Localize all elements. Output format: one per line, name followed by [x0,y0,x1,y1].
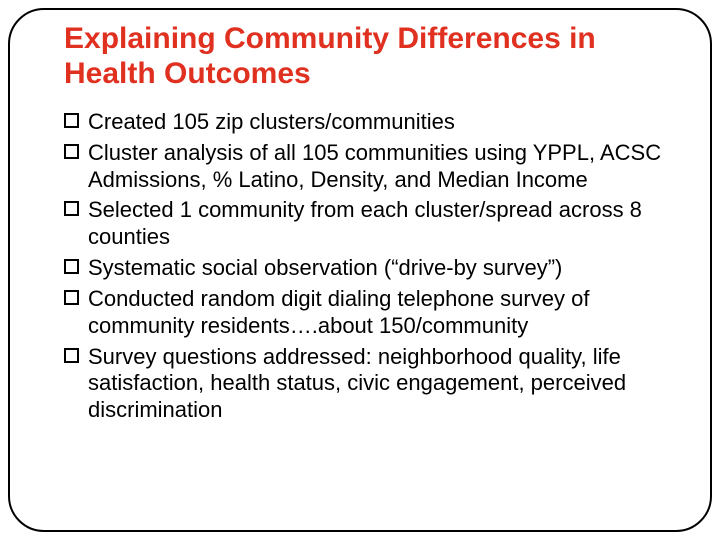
square-bullet-icon [64,113,79,128]
list-item: Survey questions addressed: neighborhood… [64,344,670,424]
square-bullet-icon [64,201,79,216]
list-item: Created 105 zip clusters/communities [64,109,670,136]
list-item: Systematic social observation (“drive-by… [64,255,670,282]
slide-content: Explaining Community Differences in Heal… [64,22,670,428]
square-bullet-icon [64,259,79,274]
bullet-text: Conducted random digit dialing telephone… [88,286,670,340]
slide-title: Explaining Community Differences in Heal… [64,22,670,91]
bullet-text: Created 105 zip clusters/communities [88,109,670,136]
square-bullet-icon [64,290,79,305]
bullet-text: Cluster analysis of all 105 communities … [88,140,670,194]
bullet-text: Survey questions addressed: neighborhood… [88,344,670,424]
bullet-text: Selected 1 community from each cluster/s… [88,197,670,251]
list-item: Cluster analysis of all 105 communities … [64,140,670,194]
list-item: Conducted random digit dialing telephone… [64,286,670,340]
bullet-text: Systematic social observation (“drive-by… [88,255,670,282]
bullet-list: Created 105 zip clusters/communities Clu… [64,109,670,424]
square-bullet-icon [64,348,79,363]
list-item: Selected 1 community from each cluster/s… [64,197,670,251]
square-bullet-icon [64,144,79,159]
